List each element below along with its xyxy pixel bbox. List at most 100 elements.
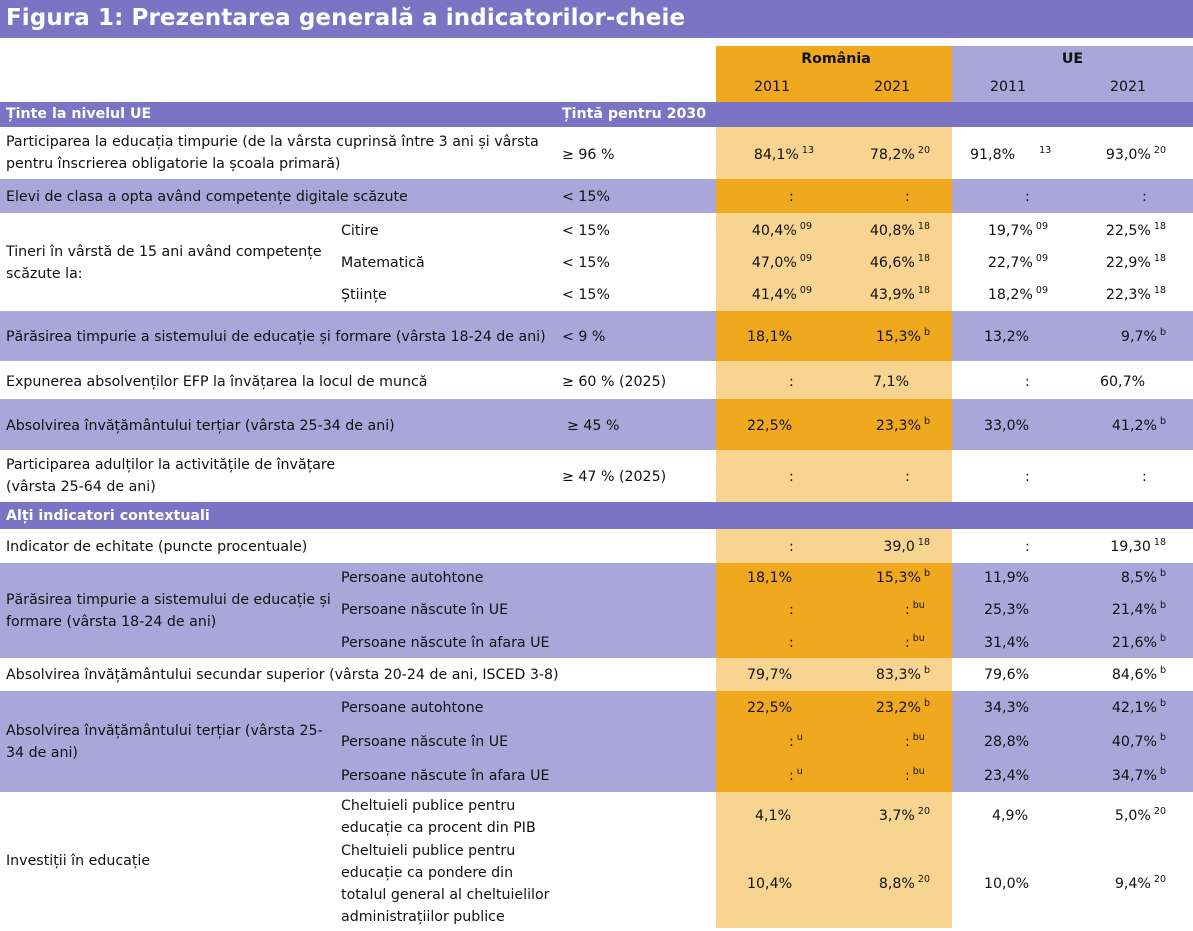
youth-sub-2: Științe bbox=[341, 287, 387, 303]
row-label-vet: Expunerea absolvenților EFP la învățarea… bbox=[6, 374, 428, 390]
value-early-leaving-ue2011: 13,2% bbox=[984, 329, 1030, 345]
value-participation-ue2011: 91,8% 13 bbox=[970, 145, 1052, 163]
ro-bg-4 bbox=[716, 311, 952, 361]
target-tertiary: ≥ 45 % bbox=[567, 418, 620, 434]
value-upper-secondary-ro2011: 79,7% bbox=[747, 667, 793, 683]
el2-ro2021-2: : bu bbox=[905, 633, 925, 651]
ro-bg-6 bbox=[716, 399, 952, 450]
value-tertiary-ue2021: 41,2% b bbox=[1111, 416, 1166, 434]
youth-target-0: < 15% bbox=[562, 223, 610, 239]
t2-ue2011-0: 34,3% bbox=[984, 700, 1030, 716]
inv-ro2021-0: 3,7% 20 bbox=[878, 806, 930, 824]
row-label-upper-secondary: Absolvirea învățământului secundar super… bbox=[6, 667, 559, 683]
inv-ro2011-1: 10,4% bbox=[747, 876, 793, 892]
value-vet-ro2021: 7,1% bbox=[873, 374, 910, 390]
section-label-context: Alți indicatori contextuali bbox=[6, 508, 210, 524]
row-label-tertiary: Absolvirea învățământului terțiar (vârst… bbox=[6, 418, 395, 434]
el2-ue2011-1: 25,3% bbox=[984, 602, 1030, 618]
target-early-leaving: < 9 % bbox=[562, 329, 606, 345]
t2-ue2021-1: 40,7% b bbox=[1111, 732, 1166, 750]
youth-ue2011-1: 22,7% 09 bbox=[987, 253, 1048, 271]
header-romania: România bbox=[801, 51, 871, 67]
t2-ue2021-2: 34,7% b bbox=[1111, 766, 1166, 784]
el2-sub-2: Persoane născute în afara UE bbox=[341, 635, 550, 651]
inv-ro2021-1: 8,8% 20 bbox=[878, 874, 930, 892]
el2-ro2011-0: 18,1% bbox=[747, 570, 793, 586]
inv-ue2021-1: 9,4% 20 bbox=[1114, 874, 1166, 892]
figure-title: Figura 1: Prezentarea generală a indicat… bbox=[6, 5, 686, 31]
value-early-leaving-ue2021: 9,7% b bbox=[1120, 327, 1166, 345]
t2-ro2021-2: : bu bbox=[905, 766, 925, 784]
value-early-leaving-ro2011: 18,1% bbox=[747, 329, 793, 345]
t2-sub-0: Persoane autohtone bbox=[341, 700, 484, 716]
value-adults-ro2011: : bbox=[789, 469, 794, 485]
section-label-eu-targets: Ținte la nivelul UE bbox=[6, 106, 152, 122]
header-romania-bg bbox=[716, 46, 952, 102]
value-vet-ue2021: 60,7% bbox=[1100, 374, 1146, 390]
inv-ue2011-0: 4,9% bbox=[992, 808, 1029, 824]
ro-bg-2 bbox=[716, 179, 952, 213]
row-label-early-leaving2: Părăsirea timpurie a sistemului de educa… bbox=[6, 592, 331, 630]
el2-ro2011-2: : bbox=[789, 635, 794, 651]
el2-ro2011-1: : bbox=[789, 602, 794, 618]
ro-bg-9 bbox=[716, 563, 952, 658]
el2-ro2021-1: : bu bbox=[905, 600, 925, 618]
value-equity-ue2011: : bbox=[1025, 539, 1030, 555]
row-label-adults: Participarea adulților la activitățile d… bbox=[6, 457, 336, 495]
inv-ro2011-0: 4,1% bbox=[755, 808, 792, 824]
row-label-equity: Indicator de echitate (puncte procentual… bbox=[6, 539, 308, 555]
t2-ue2011-1: 28,8% bbox=[984, 734, 1030, 750]
value-upper-secondary-ue2021: 84,6% b bbox=[1111, 665, 1166, 683]
ro-bg-7 bbox=[716, 450, 952, 502]
inv-sub-1: Cheltuieli publice pentru educație ca po… bbox=[341, 843, 550, 925]
el2-ue2021-0: 8,5% b bbox=[1120, 568, 1166, 586]
row-label-tertiary2: Absolvirea învățământului terțiar (vârst… bbox=[6, 723, 323, 761]
title-bar bbox=[0, 0, 1193, 38]
youth-ro2011-1: 47,0% 09 bbox=[751, 253, 812, 271]
ro-bg-12 bbox=[716, 792, 952, 928]
t2-sub-2: Persoane născute în afara UE bbox=[341, 768, 550, 784]
value-digital-ue2011: : bbox=[1025, 189, 1030, 205]
value-participation-ro2011: 84,1% 13 bbox=[753, 145, 814, 163]
t2-ro2021-1: : bu bbox=[905, 732, 925, 750]
target-vet: ≥ 60 % (2025) bbox=[562, 374, 667, 390]
el2-ro2021-0: 15,3% b bbox=[875, 568, 930, 586]
header-year-ue-2021: 2021 bbox=[1109, 79, 1147, 95]
row-bg-tertiary2 bbox=[0, 691, 1193, 792]
row-label-participation: Participarea la educația timpurie (de la… bbox=[6, 134, 539, 172]
ro-bg-3 bbox=[716, 213, 952, 311]
value-digital-ro2011: : bbox=[789, 189, 794, 205]
target-digital: < 15% bbox=[562, 189, 610, 205]
youth-target-2: < 15% bbox=[562, 287, 610, 303]
el2-ue2011-2: 31,4% bbox=[984, 635, 1030, 651]
t2-ro2021-0: 23,2% b bbox=[875, 698, 930, 716]
row-label-early-leaving: Părăsirea timpurie a sistemului de educa… bbox=[6, 329, 546, 345]
value-digital-ue2021: : bbox=[1142, 189, 1147, 205]
section-bar-eu-targets bbox=[0, 102, 1193, 127]
row-bg-early-leaving bbox=[0, 311, 1193, 361]
row-label-investment: Investiții în educație bbox=[6, 853, 151, 869]
youth-ro2021-2: 43,9% 18 bbox=[869, 285, 930, 303]
header-ue: UE bbox=[1061, 51, 1084, 67]
value-participation-ue2021: 93,0% 20 bbox=[1105, 145, 1166, 163]
ro-bg-11 bbox=[716, 691, 952, 792]
youth-ro2021-1: 46,6% 18 bbox=[869, 253, 930, 271]
t2-ro2011-0: 22,5% bbox=[747, 700, 793, 716]
value-early-leaving-ro2021: 15,3% b bbox=[875, 327, 930, 345]
youth-ue2021-1: 22,9% 18 bbox=[1105, 253, 1166, 271]
youth-ue2011-0: 19,7% 09 bbox=[987, 221, 1048, 239]
inv-sub-0: Cheltuieli publice pentru educație ca pr… bbox=[341, 798, 536, 836]
t2-ue2011-2: 23,4% bbox=[984, 768, 1030, 784]
ro-bg-1 bbox=[716, 127, 952, 179]
header-ue-bg bbox=[952, 46, 1193, 102]
value-equity-ro2021: 39,0 18 bbox=[883, 537, 930, 555]
value-upper-secondary-ue2011: 79,6% bbox=[984, 667, 1030, 683]
value-vet-ro2011: : bbox=[789, 374, 794, 390]
inv-ue2021-0: 5,0% 20 bbox=[1114, 806, 1166, 824]
youth-ue2011-2: 18,2% 09 bbox=[987, 285, 1048, 303]
t2-ro2011-2: :u bbox=[789, 766, 803, 784]
header-year-ue-2011: 2011 bbox=[989, 79, 1027, 95]
header-year-ro-2011: 2011 bbox=[753, 79, 791, 95]
value-equity-ue2021: 19,30 18 bbox=[1110, 537, 1166, 555]
